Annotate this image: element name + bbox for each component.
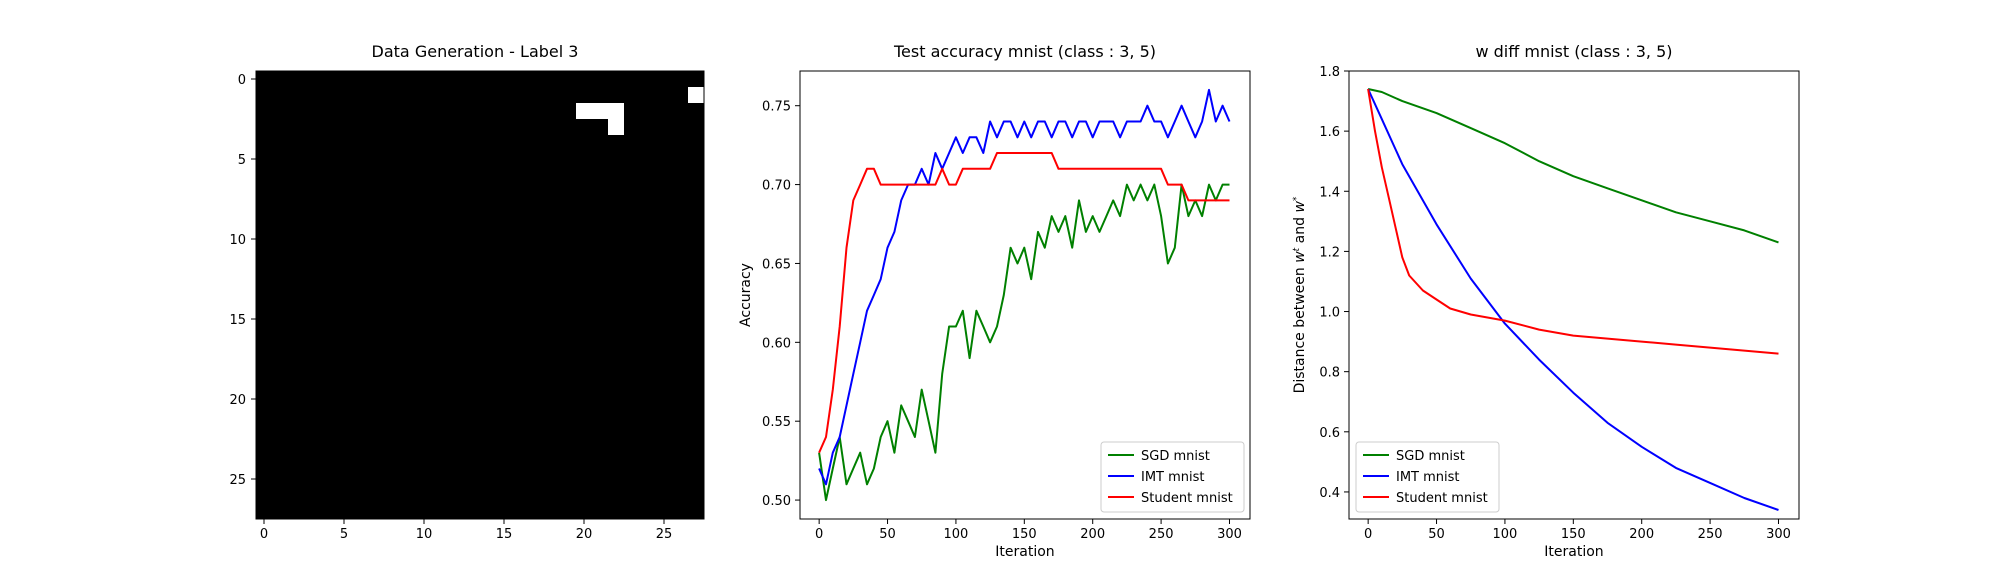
wdiff-legend-imt: IMT mnist: [1396, 470, 1460, 485]
heatmap-title: Data Generation - Label 3: [372, 42, 579, 61]
wdiff-x-tick-label: 0: [1364, 527, 1372, 542]
accuracy-title: Test accuracy mnist (class : 3, 5): [893, 42, 1156, 61]
accuracy-series-student-mnist: [818, 152, 1230, 454]
accuracy-y-tick-label: 0.55: [762, 415, 791, 430]
heatmap-y-tick-label: 20: [229, 393, 246, 408]
wdiff-x-label: Iteration: [1544, 544, 1603, 560]
accuracy-y-tick-label: 0.60: [762, 336, 791, 351]
heatmap-x-tick-label: 15: [496, 527, 513, 542]
heatmap-cell: [592, 103, 608, 119]
heatmap-x-tick-label: 10: [416, 527, 433, 542]
accuracy-y-tick-label: 0.70: [762, 179, 791, 194]
wdiff-y-tick-label: 1.2: [1319, 245, 1340, 260]
heatmap-y-tick-label: 0: [238, 73, 246, 88]
wdiff-series-student-mnist: [1367, 88, 1779, 355]
heatmap-cell: [608, 103, 624, 119]
heatmap-x-tick-label: 5: [340, 527, 348, 542]
wdiff-series: [1367, 88, 1779, 511]
accuracy-x-tick-label: 0: [815, 527, 823, 542]
heatmap-x-tick-label: 0: [260, 527, 268, 542]
wdiff-y-label-wstar: w: [1292, 201, 1308, 213]
wdiff-y-label-wt: w: [1292, 251, 1308, 263]
heatmap-cell: [608, 119, 624, 135]
accuracy-legend: SGD mnist IMT mnist Student mnist: [1100, 441, 1245, 513]
accuracy-legend-student: Student mnist: [1141, 491, 1233, 506]
wdiff-x-tick-label: 50: [1428, 527, 1445, 542]
heatmap-x-ticks: 0 5 10 15 20 25: [260, 519, 672, 542]
wdiff-y-label-t: t: [1292, 247, 1302, 251]
wdiff-panel: w diff mnist (class : 3, 5) 0 50 100 150 200…: [1292, 42, 1800, 560]
accuracy-x-tick-label: 50: [879, 527, 896, 542]
heatmap-y-tick-label: 5: [238, 153, 246, 168]
wdiff-x-tick-label: 200: [1629, 527, 1654, 542]
wdiff-y-tick-label: 1.4: [1319, 185, 1340, 200]
accuracy-series-sgd-mnist: [818, 183, 1230, 502]
accuracy-x-tick-label: 200: [1080, 527, 1105, 542]
accuracy-ticks: 0 50 100 150 200 250 300 0.50 0.55 0.60 0.65 0.70 0.…: [762, 100, 1242, 542]
accuracy-legend-imt: IMT mnist: [1141, 470, 1205, 485]
wdiff-y-tick-label: 0.4: [1319, 486, 1340, 501]
accuracy-x-label: Iteration: [995, 544, 1054, 560]
wdiff-y-tick-label: 1.0: [1319, 306, 1340, 321]
wdiff-ticks: 0 50 100 150 200 250 300 0.4 0.6 0.8 1.0 1.2 1.4 1.6 1…: [1319, 65, 1791, 542]
accuracy-x-tick-label: 150: [1012, 527, 1037, 542]
heatmap-panel: Data Generation - Label 3 0 5 10 15 20 25 0 5 1…: [229, 42, 705, 542]
wdiff-series-imt-mnist: [1367, 88, 1779, 511]
accuracy-x-tick-label: 250: [1149, 527, 1174, 542]
heatmap-cells: [576, 87, 704, 135]
wdiff-x-tick-label: 150: [1561, 527, 1586, 542]
heatmap-x-tick-label: 25: [656, 527, 673, 542]
wdiff-legend-student: Student mnist: [1396, 491, 1488, 506]
accuracy-series-imt-mnist: [818, 88, 1231, 486]
heatmap-frame: [255, 70, 705, 520]
heatmap-cell: [688, 87, 704, 103]
wdiff-title: w diff mnist (class : 3, 5): [1475, 42, 1672, 61]
accuracy-y-tick-label: 0.50: [762, 494, 791, 509]
wdiff-y-tick-label: 1.8: [1319, 65, 1340, 80]
wdiff-y-label: Distance between wt and w*: [1292, 196, 1308, 393]
heatmap-y-tick-label: 10: [229, 233, 246, 248]
wdiff-y-tick-label: 1.6: [1319, 125, 1340, 140]
heatmap-y-tick-label: 15: [229, 313, 246, 328]
accuracy-legend-sgd: SGD mnist: [1141, 449, 1210, 464]
heatmap-y-ticks: 0 5 10 15 20 25: [229, 73, 256, 488]
wdiff-y-tick-label: 0.6: [1319, 426, 1340, 441]
heatmap-background: [256, 71, 704, 519]
accuracy-x-tick-label: 300: [1217, 527, 1242, 542]
heatmap-y-tick-label: 25: [229, 473, 246, 488]
wdiff-legend: SGD mnist IMT mnist Student mnist: [1355, 441, 1500, 513]
wdiff-x-tick-label: 250: [1698, 527, 1723, 542]
wdiff-y-label-star: *: [1292, 196, 1302, 201]
accuracy-x-tick-label: 100: [944, 527, 969, 542]
accuracy-series: [818, 88, 1231, 502]
wdiff-legend-sgd: SGD mnist: [1396, 449, 1465, 464]
wdiff-x-tick-label: 100: [1493, 527, 1518, 542]
heatmap-cell: [576, 103, 592, 119]
heatmap-x-tick-label: 20: [576, 527, 593, 542]
wdiff-x-tick-label: 300: [1766, 527, 1791, 542]
accuracy-y-tick-label: 0.75: [762, 100, 791, 115]
wdiff-legend-box: [1355, 441, 1500, 513]
accuracy-panel: Test accuracy mnist (class : 3, 5) 0 50 10…: [738, 42, 1251, 560]
wdiff-series-sgd-mnist: [1367, 88, 1779, 244]
wdiff-y-tick-label: 0.8: [1319, 366, 1340, 381]
accuracy-legend-box: [1100, 441, 1245, 513]
accuracy-y-label: Accuracy: [738, 263, 754, 327]
accuracy-y-tick-label: 0.65: [762, 257, 791, 272]
